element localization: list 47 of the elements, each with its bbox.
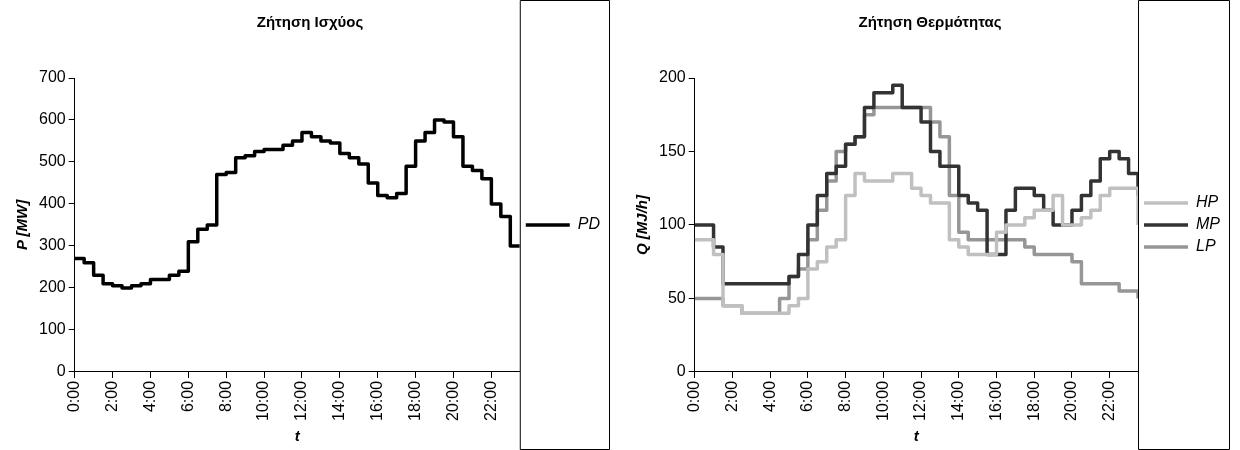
x-tick-label: 20:00 xyxy=(1062,380,1080,422)
chart-title: Ζήτηση Ισχύος xyxy=(256,13,364,31)
x-tick-label: 10:00 xyxy=(254,380,272,422)
y-tick-label: 100 xyxy=(38,320,66,338)
chart-title: Ζήτηση Θερμότητας xyxy=(858,13,1002,31)
legend-label: MP xyxy=(1196,215,1221,233)
x-axis-title: t xyxy=(913,427,920,445)
legend-label: HP xyxy=(1196,193,1219,211)
y-tick-label: 200 xyxy=(658,68,686,86)
y-tick-label: 0 xyxy=(56,362,66,380)
x-tick-label: 14:00 xyxy=(949,380,967,422)
y-tick-label: 150 xyxy=(658,141,686,159)
x-axis-title: t xyxy=(294,427,301,445)
x-tick-label: 4:00 xyxy=(140,380,158,413)
y-tick-label: 200 xyxy=(38,278,66,296)
y-tick-label: 700 xyxy=(38,68,66,86)
x-tick-label: 22:00 xyxy=(1100,380,1118,422)
x-tick-label: 6:00 xyxy=(798,380,816,413)
y-axis-title: P [MW] xyxy=(13,198,31,251)
y-tick-label: 300 xyxy=(38,236,66,254)
x-tick-label: 16:00 xyxy=(986,380,1004,422)
y-tick-label: 600 xyxy=(38,110,66,128)
x-tick-label: 8:00 xyxy=(836,380,854,413)
x-tick-label: 20:00 xyxy=(443,380,461,422)
x-tick-label: 10:00 xyxy=(873,380,891,422)
x-tick-label: 22:00 xyxy=(481,380,499,422)
x-tick-label: 18:00 xyxy=(406,380,424,422)
legend-label: LP xyxy=(1196,237,1216,255)
y-tick-label: 100 xyxy=(658,215,686,233)
x-tick-label: 12:00 xyxy=(911,380,929,422)
y-tick-label: 50 xyxy=(667,288,686,306)
x-tick-label: 4:00 xyxy=(760,380,778,413)
x-tick-label: 16:00 xyxy=(368,380,386,422)
y-tick-label: 400 xyxy=(38,194,66,212)
x-tick-label: 2:00 xyxy=(102,380,120,413)
y-tick-label: 500 xyxy=(38,152,66,170)
x-tick-label: 12:00 xyxy=(292,380,310,422)
x-tick-label: 18:00 xyxy=(1024,380,1042,422)
x-tick-label: 2:00 xyxy=(722,380,740,413)
x-tick-label: 8:00 xyxy=(216,380,234,413)
x-tick-label: 6:00 xyxy=(178,380,196,413)
legend-label: PD xyxy=(577,215,601,233)
y-tick-label: 0 xyxy=(676,362,686,380)
x-tick-label: 0:00 xyxy=(685,380,703,413)
x-tick-label: 14:00 xyxy=(330,380,348,422)
y-axis-title: Q [MJ/h] xyxy=(633,193,651,255)
x-tick-label: 0:00 xyxy=(65,380,83,413)
